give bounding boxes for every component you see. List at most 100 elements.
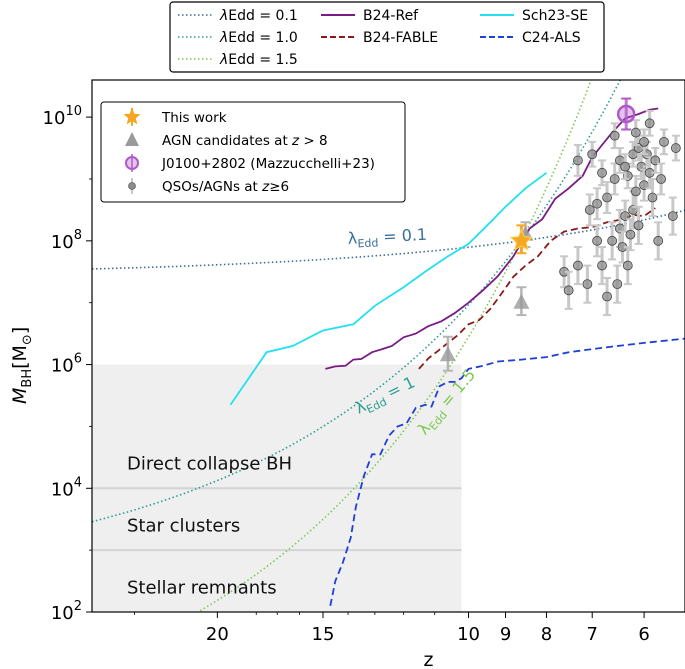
top-legend-label: λEdd = 1.0 [219,30,298,46]
legend-agn-suffix: > 8 [299,133,327,149]
top-legend-box [169,1,605,73]
x-tick-label: 9 [500,624,511,645]
y-label-unit: [M [9,345,31,369]
x-tick-label: 8 [541,624,552,645]
qso-point [647,192,658,203]
y-tick-base: 10 [51,479,74,500]
qso-point [607,235,618,246]
qso-point [630,127,641,138]
series-b24-ref [325,107,659,370]
y-tick-base: 10 [51,356,74,377]
y-label-main: M [9,388,31,404]
qso-point [592,198,602,209]
x-tick-label: 15 [312,624,335,645]
qso-point [609,130,620,141]
legend-agn-z: z [291,133,300,149]
markers-layer [439,97,681,372]
y-tick-exp: 6 [74,352,82,367]
y-label-unit-close: ] [9,327,31,334]
top-legend-lambda: λ [219,8,228,24]
y-label-unit-sub: ⊙ [20,334,35,345]
y-tick-label: 104 [51,475,82,500]
legend-qso-icon [128,182,136,190]
legend-qso-z: z [261,179,270,195]
eddington-value: = 0.1 [378,225,428,247]
legend-triangle-icon [125,132,139,146]
agn-candidate-point [513,293,530,309]
top-legend-label: Sch23-SE [522,8,588,24]
legend-j0100: J0100+2802 (Mazzucchelli+23) [161,156,375,172]
legend-qso-prefix: QSOs/AGNs at [162,179,262,195]
y-tick-exp: 8 [74,228,82,243]
qso-point [659,136,669,147]
eddington-track-2 [196,80,593,612]
inner-legend-box [100,101,406,203]
j0100-point [616,104,636,124]
eddington-track-label: λEdd = 0.1 [347,225,427,251]
eddington-sub: Edd [357,236,379,250]
qso-point [563,285,574,296]
qso-point [667,211,678,221]
qso-point [656,174,666,184]
legend-agn: AGN candidates at z > 8 [162,133,328,149]
y-tick-label: 102 [51,599,82,624]
legend-this-work: This work [161,110,227,126]
top-legend-label: B24-Ref [363,8,419,24]
qso-point [582,279,593,290]
y-tick-exp: 2 [74,599,82,614]
y-tick-exp: 4 [74,475,82,490]
y-tick-label: 106 [51,352,82,377]
qso-point [639,136,649,147]
qso-point [597,260,607,271]
qso-point [622,260,633,271]
y-tick-exp: 10 [65,104,82,119]
series-sch23-se [229,172,548,406]
y-tick-label: 1010 [43,104,82,129]
x-tick-label: 20 [206,624,229,645]
region-label: Star clusters [127,515,240,536]
qso-point [584,205,595,215]
top-legend-label: B24-FABLE [363,30,438,46]
y-tick-label: 108 [51,228,82,253]
legend-qso-suffix: ≥6 [269,179,289,195]
qso-point [602,291,612,302]
qso-point [625,229,636,240]
y-label-sub: BH [20,369,35,388]
eddington-track-0 [92,209,685,270]
qso-point [630,186,641,197]
curves-layer [92,80,685,612]
y-tick-base: 10 [51,232,74,253]
top-legend-rest: Edd = 1.5 [228,52,298,68]
qso-point [602,192,612,203]
qso-point [653,235,664,246]
top-legend-label: λEdd = 0.1 [219,8,298,24]
qso-point [573,155,583,166]
x-tick-label: 10 [457,624,480,645]
top-legend-label: C24-ALS [522,30,581,46]
qso-point [620,161,631,172]
qso-point [597,167,607,178]
top-legend-rest: Edd = 0.1 [228,8,298,24]
plot-frame [91,79,685,613]
inner-legend: This work AGN candidates at z > 8 J0100+28… [100,101,406,203]
qso-point [633,220,644,231]
region-label: Stellar remnants [127,577,277,598]
top-legend-rest: Edd = 1.0 [228,30,298,46]
series-c24-als [329,337,685,606]
legend-qso: QSOs/AGNs at z≥6 [162,179,289,195]
x-axis-label: z [424,649,434,669]
top-legend-label: λEdd = 1.5 [219,52,298,68]
region-label: Direct collapse BH [127,454,292,475]
top-legend-lambda: λ [219,30,228,46]
series-b24-fable [418,207,656,370]
x-tick-label: 6 [638,624,649,645]
regions-layer [92,364,462,612]
y-tick-base: 10 [51,603,74,624]
qso-point [670,143,681,153]
agn-candidate-point [439,346,456,362]
qso-point [587,149,598,160]
y-axis-label: MBH[M⊙] [9,327,35,404]
